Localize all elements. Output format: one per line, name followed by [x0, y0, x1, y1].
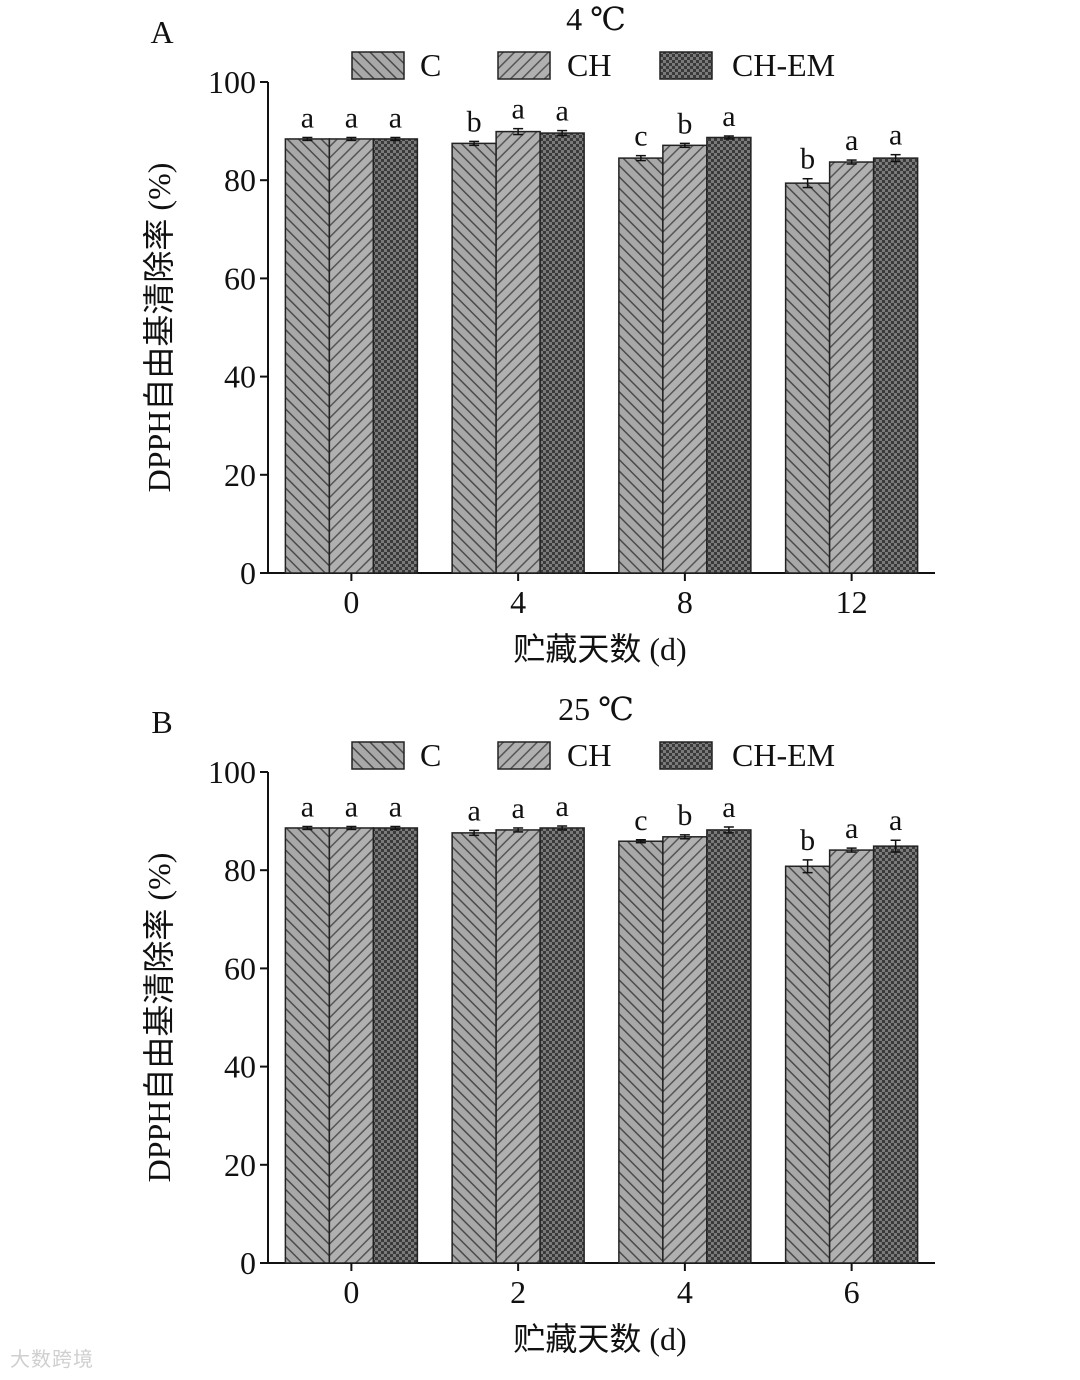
- significance-letter: a: [389, 101, 402, 134]
- y-tick-label: 60: [224, 260, 256, 296]
- chart-title: 25 ℃: [558, 691, 634, 727]
- significance-letter: a: [722, 791, 735, 824]
- significance-letter: a: [467, 794, 480, 827]
- x-tick-label: 2: [510, 1274, 526, 1310]
- legend-swatch-ch: [497, 741, 551, 770]
- x-tick-label: 8: [677, 584, 693, 620]
- legend-label-ch-em: CH-EM: [732, 737, 835, 773]
- panel-letter: A: [150, 14, 173, 50]
- significance-letter: a: [845, 812, 858, 845]
- y-tick-label: 20: [224, 1147, 256, 1183]
- x-axis-label: 贮藏天数 (d): [513, 1321, 686, 1357]
- legend-label-ch: CH: [567, 737, 611, 773]
- significance-letter: b: [467, 105, 482, 138]
- significance-letter: b: [800, 143, 815, 176]
- bar-c-0: [284, 138, 331, 574]
- bar-ch-em-12: [872, 157, 919, 574]
- bar-ch-4: [662, 836, 708, 1264]
- y-axis-label: DPPH自由基清除率 (%): [141, 853, 177, 1183]
- bar-ch-2: [495, 829, 541, 1264]
- y-tick-label: 100: [208, 64, 256, 100]
- x-tick-label: 12: [836, 584, 868, 620]
- y-axis-label: DPPH自由基清除率 (%): [141, 163, 177, 493]
- significance-letter: a: [889, 119, 902, 152]
- y-tick-label: 40: [224, 1049, 256, 1085]
- x-tick-label: 4: [677, 1274, 693, 1310]
- chart-title: 4 ℃: [566, 1, 626, 37]
- significance-letter: a: [889, 804, 902, 837]
- bar-ch-em-6: [872, 845, 919, 1264]
- bar-c-4: [618, 840, 664, 1264]
- bar-c-2: [451, 832, 497, 1264]
- bar-ch-0: [328, 138, 375, 574]
- x-tick-label: 0: [343, 584, 359, 620]
- legend-label-c: C: [420, 737, 441, 773]
- significance-letter: a: [389, 791, 402, 824]
- bar-ch-em-2: [539, 827, 585, 1264]
- legend-swatch-ch-em: [659, 51, 713, 80]
- y-tick-label: 80: [224, 162, 256, 198]
- bar-c-0: [284, 827, 331, 1264]
- legend-swatch-ch-em: [659, 741, 713, 770]
- x-tick-label: 4: [510, 584, 526, 620]
- y-tick-label: 20: [224, 457, 256, 493]
- bar-ch-6: [828, 849, 875, 1264]
- y-tick-label: 100: [208, 754, 256, 790]
- bar-ch-8: [662, 144, 708, 574]
- bar-c-12: [784, 182, 831, 574]
- significance-letter: a: [555, 790, 568, 823]
- bar-ch-em-4: [706, 829, 752, 1264]
- watermark-text: 大数跨境: [10, 1347, 94, 1371]
- significance-letter: a: [301, 791, 314, 824]
- bar-ch-0: [328, 827, 375, 1264]
- bar-c-6: [784, 865, 831, 1264]
- x-axis-label: 贮藏天数 (d): [513, 631, 686, 667]
- bar-ch-em-8: [706, 136, 752, 574]
- significance-letter: c: [634, 804, 647, 837]
- bar-ch-4: [495, 130, 541, 574]
- significance-letter: a: [345, 101, 358, 134]
- significance-letter: a: [845, 124, 858, 157]
- significance-letter: a: [511, 93, 524, 126]
- legend-swatch-c: [351, 51, 405, 80]
- bar-ch-em-4: [539, 132, 585, 574]
- significance-letter: b: [677, 799, 692, 832]
- bar-ch-em-0: [372, 138, 419, 574]
- significance-letter: c: [634, 120, 647, 153]
- bar-c-8: [618, 157, 664, 574]
- y-tick-label: 80: [224, 852, 256, 888]
- significance-letter: a: [301, 101, 314, 134]
- legend-label-c: C: [420, 47, 441, 83]
- y-tick-label: 40: [224, 359, 256, 395]
- legend-swatch-ch: [497, 51, 551, 80]
- significance-letter: a: [345, 791, 358, 824]
- chart-panel-b: B 25 ℃ C CH CH-EM 0 20 40 60 80 100 DPPH自由基清除率 (%) a…: [0, 690, 1080, 1380]
- legend-swatch-c: [351, 741, 405, 770]
- legend-label-ch: CH: [567, 47, 611, 83]
- y-tick-label: 0: [240, 1245, 256, 1281]
- bar-c-4: [451, 142, 497, 574]
- significance-letter: b: [800, 824, 815, 857]
- significance-letter: a: [511, 792, 524, 825]
- significance-letter: a: [722, 100, 735, 133]
- legend-label-ch-em: CH-EM: [732, 47, 835, 83]
- y-tick-label: 60: [224, 950, 256, 986]
- x-tick-label: 0: [343, 1274, 359, 1310]
- y-tick-label: 0: [240, 555, 256, 591]
- panel-letter: B: [151, 704, 172, 740]
- x-tick-label: 6: [844, 1274, 860, 1310]
- significance-letter: a: [555, 95, 568, 128]
- bar-ch-em-0: [372, 827, 419, 1264]
- significance-letter: b: [677, 107, 692, 140]
- bar-ch-12: [828, 161, 875, 574]
